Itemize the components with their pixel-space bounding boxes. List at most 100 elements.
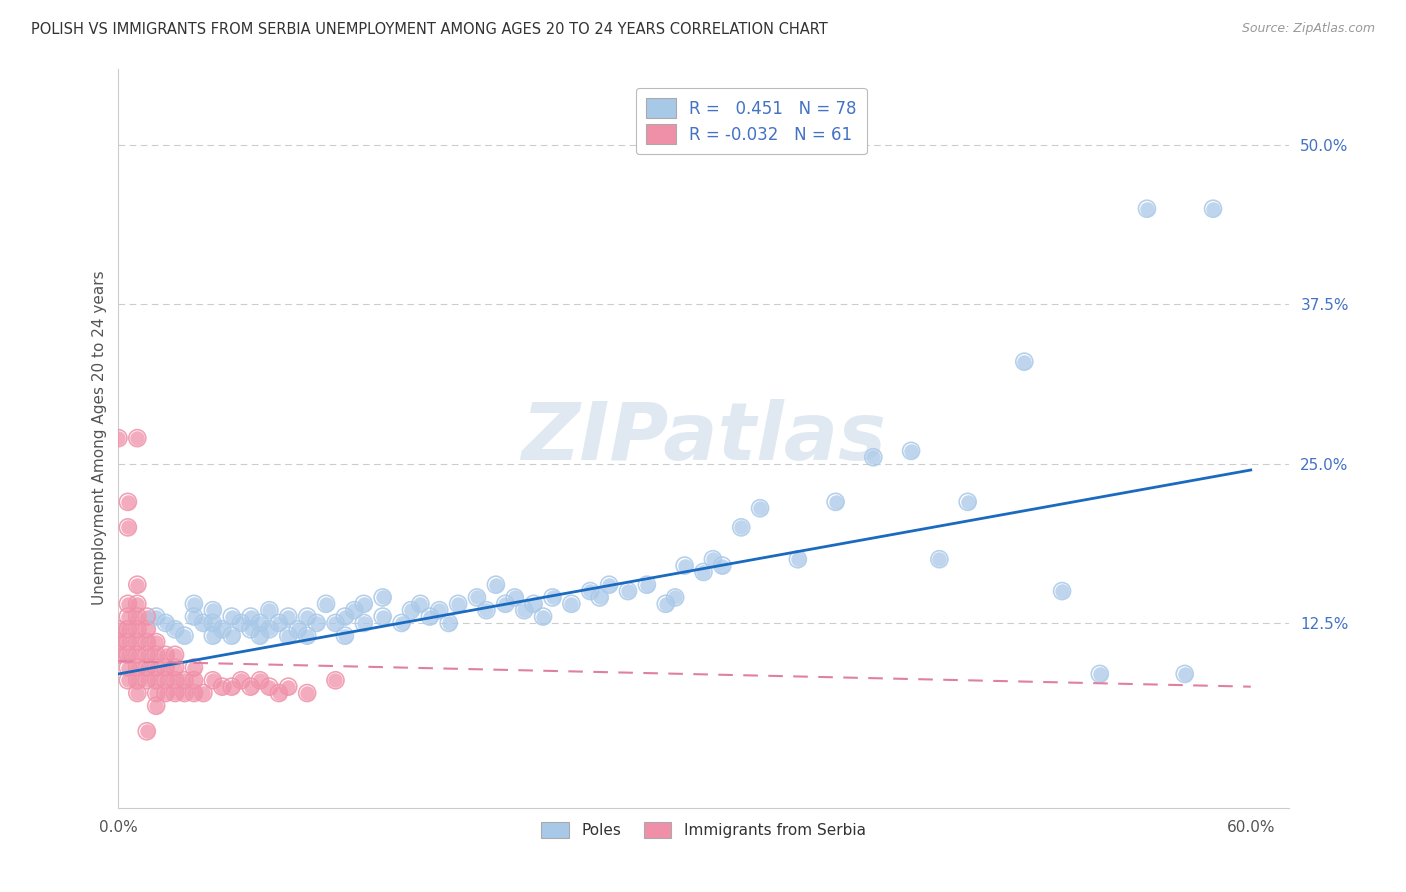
Point [956, 495, 979, 509]
Point [259, 603, 281, 617]
Point [1014, 354, 1036, 368]
Point [155, 686, 177, 700]
Point [427, 603, 450, 617]
Point [702, 552, 724, 566]
Point [127, 635, 149, 649]
Point [135, 635, 157, 649]
Point [127, 577, 149, 591]
Point [221, 629, 243, 643]
Point [249, 673, 271, 688]
Point [127, 577, 149, 591]
Point [277, 609, 299, 624]
Point [145, 609, 167, 624]
Point [465, 591, 488, 605]
Point [165, 673, 187, 688]
Point [165, 686, 187, 700]
Point [277, 680, 299, 694]
Point [165, 648, 187, 662]
Point [117, 673, 139, 688]
Point [1202, 202, 1225, 216]
Point [135, 660, 157, 674]
Point [465, 591, 488, 605]
Point [654, 597, 676, 611]
Point [239, 609, 262, 624]
Point [617, 584, 640, 599]
Point [135, 648, 157, 662]
Point [523, 597, 546, 611]
Point [173, 673, 195, 688]
Point [485, 577, 508, 591]
Point [343, 603, 366, 617]
Point [107, 623, 129, 637]
Point [117, 648, 139, 662]
Point [295, 629, 318, 643]
Point [183, 673, 205, 688]
Point [325, 615, 347, 630]
Point [145, 698, 167, 713]
Point [145, 660, 167, 674]
Point [145, 609, 167, 624]
Point [135, 660, 157, 674]
Point [560, 597, 582, 611]
Point [239, 623, 262, 637]
Point [107, 431, 129, 445]
Point [165, 623, 187, 637]
Point [165, 648, 187, 662]
Point [221, 680, 243, 694]
Point [107, 648, 129, 662]
Point [333, 629, 356, 643]
Point [117, 635, 139, 649]
Point [730, 520, 752, 534]
Point [135, 724, 157, 739]
Point [305, 615, 328, 630]
Point [165, 623, 187, 637]
Point [211, 680, 233, 694]
Point [117, 648, 139, 662]
Point [165, 660, 187, 674]
Point [305, 615, 328, 630]
Point [155, 673, 177, 688]
Point [117, 520, 139, 534]
Point [117, 660, 139, 674]
Point [617, 584, 640, 599]
Point [579, 584, 602, 599]
Point [229, 673, 252, 688]
Point [447, 597, 470, 611]
Point [201, 603, 224, 617]
Point [145, 686, 167, 700]
Point [117, 609, 139, 624]
Point [201, 629, 224, 643]
Point [117, 520, 139, 534]
Point [117, 623, 139, 637]
Point [145, 686, 167, 700]
Point [956, 495, 979, 509]
Point [135, 623, 157, 637]
Point [183, 609, 205, 624]
Point [523, 597, 546, 611]
Point [636, 577, 658, 591]
Point [862, 450, 884, 465]
Point [239, 680, 262, 694]
Point [107, 431, 129, 445]
Point [702, 552, 724, 566]
Point [127, 431, 149, 445]
Point [221, 609, 243, 624]
Point [485, 577, 508, 591]
Point [183, 597, 205, 611]
Point [127, 660, 149, 674]
Point [900, 443, 922, 458]
Point [475, 603, 498, 617]
Point [127, 673, 149, 688]
Legend: Poles, Immigrants from Serbia: Poles, Immigrants from Serbia [536, 816, 872, 845]
Point [135, 673, 157, 688]
Point [824, 495, 846, 509]
Point [165, 673, 187, 688]
Point [399, 603, 422, 617]
Point [259, 623, 281, 637]
Point [117, 673, 139, 688]
Point [107, 623, 129, 637]
Point [127, 609, 149, 624]
Point [239, 680, 262, 694]
Point [127, 597, 149, 611]
Point [267, 686, 290, 700]
